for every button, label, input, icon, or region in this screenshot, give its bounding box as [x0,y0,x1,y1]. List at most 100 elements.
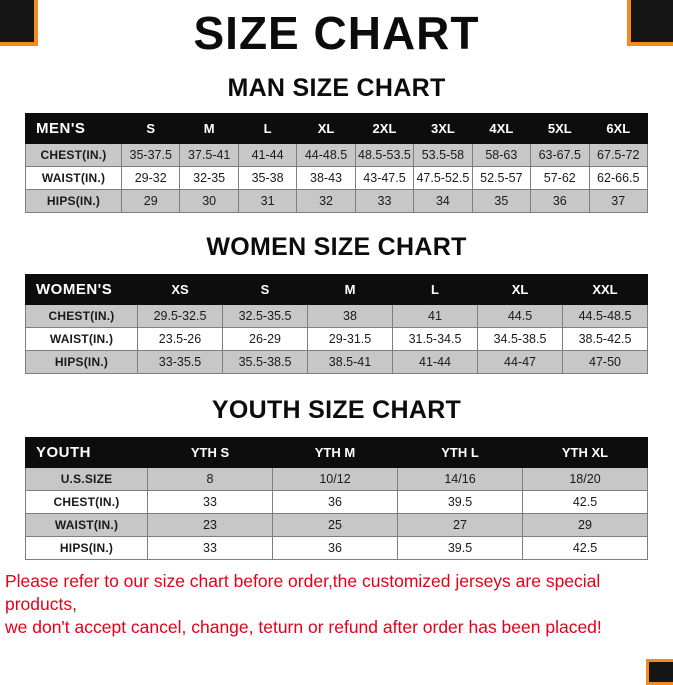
size-value-cell: 57-62 [530,166,590,190]
size-value-cell: 29-31.5 [307,327,393,351]
size-value-cell: 44.5-48.5 [562,304,648,328]
table-row: WAIST(IN.) 23.5-26 26-29 29-31.5 31.5-34.5 34… [25,327,648,351]
size-column-header: 6XL [588,113,648,144]
row-label-cell: U.S.SIZE [25,467,148,491]
size-column-header: L [237,113,298,144]
size-value-cell: 30 [179,189,239,213]
corner-square-top-left [0,0,38,46]
size-value-cell: 63-67.5 [530,143,590,167]
table-row: CHEST(IN.) 35-37.5 37.5-41 41-44 44-48.5 48.5… [25,143,648,167]
size-value-cell: 27 [397,513,523,537]
size-value-cell: 42.5 [522,490,648,514]
size-value-cell: 58-63 [471,143,532,167]
size-value-cell: 29 [522,513,648,537]
size-value-cell: 39.5 [397,490,523,514]
size-value-cell: 33 [354,189,415,213]
size-value-cell: 36 [272,536,398,560]
size-value-cell: 23.5-26 [137,327,223,351]
size-value-cell: 29-32 [120,166,181,190]
size-column-header: 3XL [413,113,473,144]
row-label-cell: HIPS(IN.) [25,189,122,213]
size-value-cell: 35 [471,189,532,213]
youth-size-section: YOUTH SIZE CHART YOUTH YTH S YTH M YTH L YTH… [0,396,673,560]
size-value-cell: 31.5-34.5 [392,327,478,351]
size-value-cell: 35-37.5 [120,143,181,167]
size-value-cell: 38.5-42.5 [562,327,648,351]
table-row: WAIST(IN.) 23 25 27 29 [25,513,648,537]
table-header-row: MEN'S S M L XL 2XL 3XL 4XL 5XL 6XL [25,113,648,144]
size-value-cell: 37.5-41 [179,143,239,167]
size-value-cell: 29 [120,189,181,213]
size-column-header: M [179,113,239,144]
table-title-cell: YOUTH [25,437,148,468]
size-column-header: L [392,274,478,305]
footer-note-line2: we don't accept cancel, change, teturn o… [5,617,602,637]
size-value-cell: 32 [296,189,356,213]
size-value-cell: 14/16 [397,467,523,491]
size-column-header: XS [137,274,223,305]
size-value-cell: 34 [413,189,473,213]
size-value-cell: 41-44 [237,143,298,167]
size-value-cell: 41-44 [392,350,478,374]
size-value-cell: 31 [237,189,298,213]
size-value-cell: 43-47.5 [354,166,415,190]
size-value-cell: 29.5-32.5 [137,304,223,328]
corner-square-top-right [627,0,673,46]
women-size-section: WOMEN SIZE CHART WOMEN'S XS S M L XL XXL CHEST(… [0,233,673,374]
size-value-cell: 39.5 [397,536,523,560]
size-column-header: XXL [562,274,648,305]
size-value-cell: 32-35 [179,166,239,190]
size-value-cell: 52.5-57 [471,166,532,190]
table-row: HIPS(IN.) 33-35.5 35.5-38.5 38.5-41 41-44 44-… [25,350,648,374]
size-value-cell: 35-38 [237,166,298,190]
size-value-cell: 25 [272,513,398,537]
men-size-table: MEN'S S M L XL 2XL 3XL 4XL 5XL 6XL CHEST(IN.) 35-37… [25,113,648,213]
table-title-cell: WOMEN'S [25,274,138,305]
table-header-row: YOUTH YTH S YTH M YTH L YTH XL [25,437,648,468]
size-value-cell: 42.5 [522,536,648,560]
size-value-cell: 47.5-52.5 [413,166,473,190]
table-row: HIPS(IN.) 29 30 31 32 33 34 35 36 37 [25,189,648,213]
size-column-header: 4XL [471,113,532,144]
men-size-section: MAN SIZE CHART MEN'S S M L XL 2XL 3XL 4XL 5XL 6XL… [0,74,673,213]
size-value-cell: 38-43 [296,166,356,190]
size-value-cell: 44.5 [477,304,563,328]
size-column-header: M [307,274,393,305]
table-title-cell: MEN'S [25,113,122,144]
size-value-cell: 44-47 [477,350,563,374]
size-value-cell: 18/20 [522,467,648,491]
table-row: CHEST(IN.) 29.5-32.5 32.5-35.5 38 41 44.5 44.5… [25,304,648,328]
size-value-cell: 36 [530,189,590,213]
youth-size-table: YOUTH YTH S YTH M YTH L YTH XL U.S.SIZE 8 10/12… [25,437,648,560]
size-column-header: 5XL [530,113,590,144]
size-value-cell: 47-50 [562,350,648,374]
size-value-cell: 23 [147,513,273,537]
size-value-cell: 10/12 [272,467,398,491]
table-row: WAIST(IN.) 29-32 32-35 35-38 38-43 43-47.5 47.… [25,166,648,190]
footer-note: Please refer to our size chart before or… [0,570,673,639]
row-label-cell: HIPS(IN.) [25,350,138,374]
size-column-header: XL [477,274,563,305]
size-column-header: YTH S [147,437,273,468]
row-label-cell: CHEST(IN.) [25,143,122,167]
size-column-header: 2XL [354,113,415,144]
size-value-cell: 35.5-38.5 [222,350,308,374]
size-value-cell: 37 [588,189,648,213]
women-size-table: WOMEN'S XS S M L XL XXL CHEST(IN.) 29.5-32.5 32.5… [25,274,648,374]
size-value-cell: 62-66.5 [588,166,648,190]
size-column-header: S [120,113,181,144]
section-heading-men: MAN SIZE CHART [227,74,446,102]
size-value-cell: 38.5-41 [307,350,393,374]
size-column-header: XL [296,113,356,144]
row-label-cell: CHEST(IN.) [25,490,148,514]
size-column-header: YTH M [272,437,398,468]
size-column-header: YTH XL [522,437,648,468]
size-column-header: YTH L [397,437,523,468]
size-value-cell: 38 [307,304,393,328]
table-row: U.S.SIZE 8 10/12 14/16 18/20 [25,467,648,491]
size-value-cell: 36 [272,490,398,514]
row-label-cell: CHEST(IN.) [25,304,138,328]
size-value-cell: 53.5-58 [413,143,473,167]
row-label-cell: WAIST(IN.) [25,513,148,537]
section-heading-women: WOMEN SIZE CHART [206,233,467,261]
